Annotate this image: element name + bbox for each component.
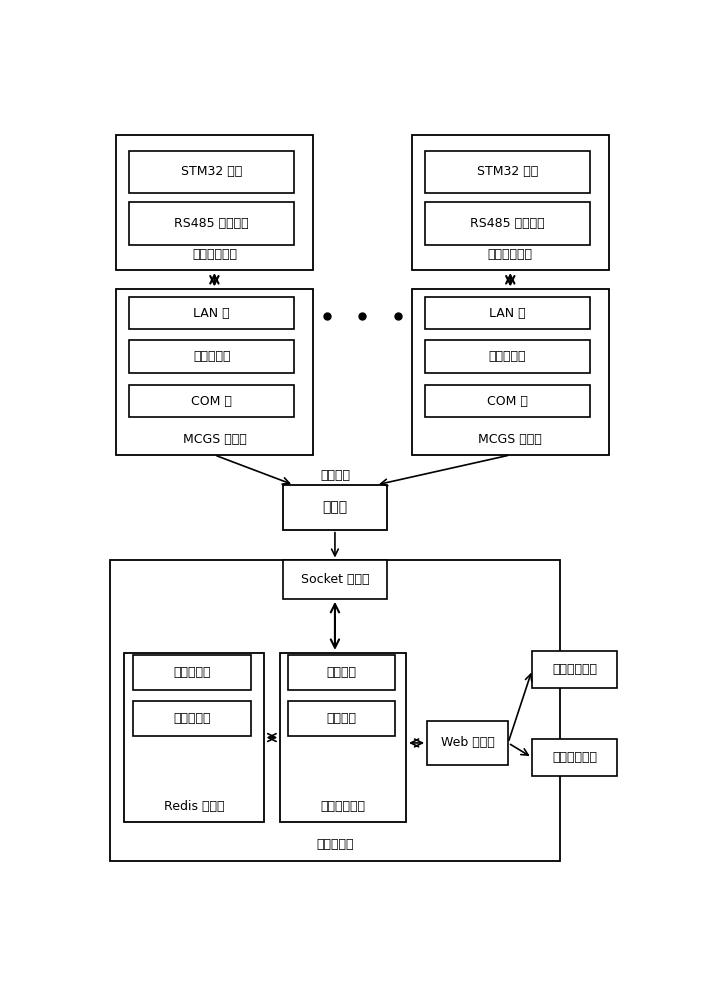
Bar xyxy=(280,653,407,822)
Bar xyxy=(129,297,294,329)
Bar xyxy=(426,340,590,373)
Bar xyxy=(426,202,590,245)
Text: LAN 口: LAN 口 xyxy=(193,307,230,320)
Text: 织机主控模块: 织机主控模块 xyxy=(192,248,237,261)
Bar xyxy=(129,340,294,373)
Text: 综合数据库: 综合数据库 xyxy=(173,666,211,679)
Bar xyxy=(427,721,508,765)
Bar xyxy=(411,135,609,270)
Text: LAN 口: LAN 口 xyxy=(489,307,526,320)
Text: 触摸显示屏: 触摸显示屏 xyxy=(489,350,526,363)
Bar xyxy=(129,202,294,245)
Bar xyxy=(134,701,251,736)
Text: 有线连接: 有线连接 xyxy=(320,469,350,482)
Bar xyxy=(532,651,617,688)
Text: 触摸显示屏: 触摸显示屏 xyxy=(193,350,230,363)
Text: COM 口: COM 口 xyxy=(487,395,528,408)
Bar xyxy=(283,560,387,599)
Text: MCGS 组态屏: MCGS 组态屏 xyxy=(182,433,246,446)
Bar xyxy=(283,485,387,530)
Bar xyxy=(110,560,560,861)
Text: Redis 数据库: Redis 数据库 xyxy=(163,800,224,813)
Text: COM 口: COM 口 xyxy=(191,395,232,408)
Text: RS485 通讯模块: RS485 通讯模块 xyxy=(470,217,545,230)
Text: 织机主控模块: 织机主控模块 xyxy=(488,248,533,261)
Text: Socket 服务器: Socket 服务器 xyxy=(300,573,369,586)
Bar xyxy=(124,653,264,822)
Bar xyxy=(129,151,294,193)
Bar xyxy=(426,385,590,417)
Bar xyxy=(134,655,251,690)
Bar xyxy=(411,289,609,455)
Text: STM32 芯片: STM32 芯片 xyxy=(477,165,538,178)
Bar xyxy=(129,385,294,417)
Bar xyxy=(116,135,313,270)
Text: 故障诊断: 故障诊断 xyxy=(327,712,357,725)
Bar xyxy=(116,289,313,455)
Text: Web 服务器: Web 服务器 xyxy=(440,736,494,749)
Text: 操作人员终端: 操作人员终端 xyxy=(552,663,597,676)
Text: 故障数据库: 故障数据库 xyxy=(173,712,211,725)
Text: 云端服务器: 云端服务器 xyxy=(316,838,354,852)
Bar xyxy=(288,655,395,690)
Text: 交换机: 交换机 xyxy=(322,500,348,514)
Bar xyxy=(288,701,395,736)
Text: RS485 通讯模块: RS485 通讯模块 xyxy=(175,217,249,230)
Bar xyxy=(426,297,590,329)
Text: 数据处理: 数据处理 xyxy=(327,666,357,679)
Text: 织机企业终端: 织机企业终端 xyxy=(552,751,597,764)
Text: MCGS 组态屏: MCGS 组态屏 xyxy=(479,433,542,446)
Text: 数据处理模块: 数据处理模块 xyxy=(321,800,366,813)
Text: STM32 芯片: STM32 芯片 xyxy=(181,165,243,178)
Bar xyxy=(426,151,590,193)
Bar xyxy=(532,739,617,776)
